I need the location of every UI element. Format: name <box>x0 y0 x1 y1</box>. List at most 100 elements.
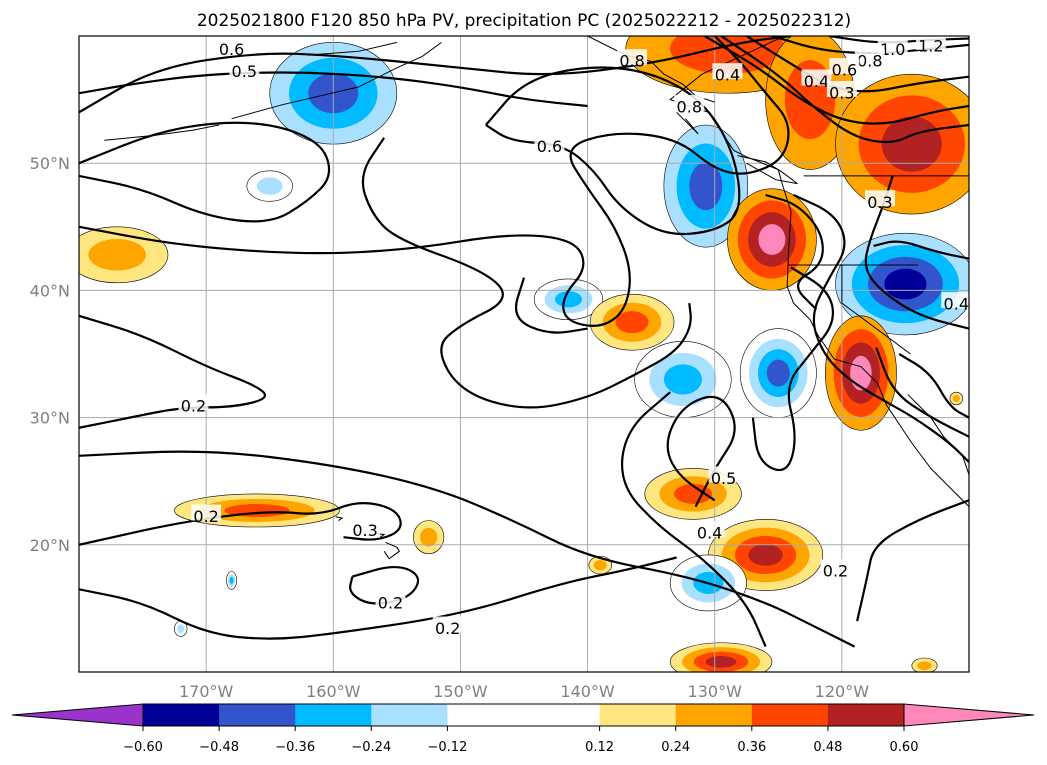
precip-region-neg-133w-33n <box>634 340 732 418</box>
contour-label: 0.2 <box>435 619 460 638</box>
precip-level-neg0p48 <box>689 162 723 211</box>
pv-contour-mid-pacific2 <box>514 277 588 334</box>
contour-label: 0.5 <box>232 62 257 81</box>
pv-contour-sw-03 <box>898 353 969 419</box>
x-tick-label: 170°W <box>179 682 234 701</box>
precip-level-neg0p6 <box>884 268 927 300</box>
contour-label: 0.3 <box>829 83 854 102</box>
contour-label-bg <box>674 94 705 111</box>
precip-level-0p24 <box>593 560 607 571</box>
map-area: 0.6 0.5 0.6 0.2 0.2 0.3 0.2 0.2 0.5 0.4 0.2 0.8 0.4 1… <box>79 36 969 672</box>
contour-label: 1.0 <box>880 40 905 59</box>
x-tick-label: 140°W <box>560 682 615 701</box>
contour-label: 0.3 <box>352 521 377 540</box>
colorbar-tick-label: 0.12 <box>585 740 614 755</box>
precip-level-0p6 <box>850 355 872 391</box>
pv-contour-west-loop <box>79 121 331 223</box>
contour-label-bg <box>801 69 832 86</box>
y-tick-label: 30°N <box>30 409 70 428</box>
precip-level-0p48 <box>748 544 783 566</box>
precip-level-0p6 <box>758 224 786 255</box>
colorbar-tick-label: −0.60 <box>123 740 163 755</box>
contour-label: 0.6 <box>832 61 857 80</box>
pv-contour-east-tight-1 <box>720 36 969 144</box>
contour-label-bg <box>375 591 406 608</box>
contour-label: 0.5 <box>711 469 736 488</box>
pv-contour-south-03-hawaii <box>79 501 402 546</box>
pv-contour-central-loop <box>485 66 741 236</box>
precip-region-pos-135w-37n <box>589 293 675 351</box>
pv-contour-mid-06 <box>79 36 790 327</box>
contour-label-bg <box>941 292 969 309</box>
contour-label-bg <box>829 58 860 75</box>
precip-pc-fills <box>79 36 969 672</box>
pv-contour-north-05 <box>79 71 588 108</box>
colorbar-segment <box>675 704 753 726</box>
x-tick-label: 150°W <box>433 682 488 701</box>
precip-level-neg0p24 <box>256 177 283 195</box>
y-tick-label: 20°N <box>30 536 70 555</box>
contour-label-bg <box>712 63 743 80</box>
colorbar-extend-low <box>11 703 144 727</box>
precip-level-0p24 <box>952 394 960 403</box>
coastline-state-line-ca-nv <box>841 265 911 355</box>
precip-region-great-basin-negative <box>835 232 969 336</box>
colorbar-segment <box>447 704 601 726</box>
map-frame <box>78 35 970 673</box>
contour-label-bg <box>877 37 908 54</box>
precip-region-neg-pacific-nw-offshore <box>663 124 749 248</box>
contour-label: 0.3 <box>867 193 892 212</box>
y-tick-label: 40°N <box>30 281 70 300</box>
precip-region-hawaii-east <box>413 520 445 555</box>
colorbar-tick-label: 0.60 <box>890 740 919 755</box>
coastline-gulf-of-california <box>907 394 969 475</box>
x-tick-label: 120°W <box>815 682 870 701</box>
contour-label-bg <box>865 190 895 207</box>
precip-region-small-pos-112w-31n <box>949 391 963 406</box>
precip-region-neg-125w-33n <box>739 328 817 418</box>
y-tick-label: 50°N <box>30 154 70 173</box>
precip-region-western-canada <box>835 73 969 215</box>
precip-region-small-neg-172w-13n <box>174 620 188 637</box>
precip-region-neg-140w-40n <box>533 278 604 320</box>
contour-label: 0.4 <box>697 524 722 543</box>
precip-level-neg0p48 <box>766 359 790 387</box>
pv-contour-rockies-2 <box>765 193 824 311</box>
contour-label-bg <box>915 36 946 50</box>
colorbar-tick-label: −0.48 <box>199 740 239 755</box>
pv-contour-labels: 0.6 0.5 0.6 0.2 0.2 0.3 0.2 0.2 0.5 0.4 0.2 0.8 0.4 1… <box>178 36 969 638</box>
x-tick-label: 160°W <box>306 682 361 701</box>
pv-contour-sw-04 <box>875 347 969 438</box>
colorbar-tick-label: −0.24 <box>351 740 391 755</box>
coastline-vancouver-island <box>737 155 798 185</box>
contour-label-bg <box>534 134 565 151</box>
precip-region-dateline-east <box>79 226 169 284</box>
contour-label-bg <box>191 504 222 521</box>
contour-label: 0.2 <box>378 594 403 613</box>
precip-level-0p48 <box>705 656 737 668</box>
precip-region-small-pos-113w-10n <box>911 657 938 672</box>
coastline-alaska-peninsula-north <box>307 41 398 56</box>
contour-label-bg <box>229 59 260 76</box>
precip-region-small-west-neg <box>246 170 293 202</box>
precip-level-neg0p24 <box>177 624 185 634</box>
pv-contour-south-02-west2 <box>79 450 856 648</box>
colorbar-frame <box>142 703 905 727</box>
coastline-hawaii-big-island <box>383 541 401 560</box>
contour-label-bg <box>178 393 209 410</box>
contour-label-bg <box>617 49 648 66</box>
precip-level-0p24 <box>420 527 438 547</box>
contour-label: 1.2 <box>918 36 943 55</box>
contour-label-bg <box>216 37 247 54</box>
contour-label: 0.2 <box>193 507 218 526</box>
pv-contour-tropic-02 <box>79 556 677 640</box>
colorbar-segment <box>219 704 296 726</box>
precip-level-0p24 <box>88 238 146 271</box>
chart-title: 2025021800 F120 850 hPa PV, precipitatio… <box>197 11 851 31</box>
colorbar-tick-label: −0.36 <box>275 740 315 755</box>
contour-label: 0.8 <box>677 97 702 116</box>
contour-label: 0.4 <box>715 66 740 85</box>
contour-label-bg <box>820 559 851 576</box>
precip-level-0p24 <box>917 661 932 670</box>
contour-label: 0.2 <box>823 562 848 581</box>
